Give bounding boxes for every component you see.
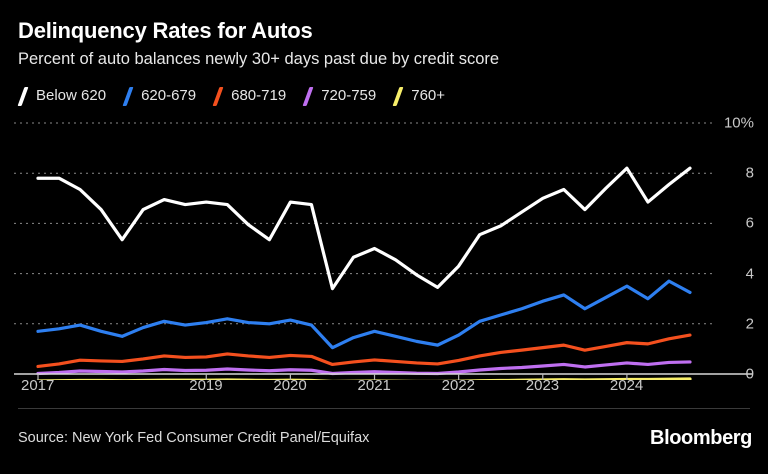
y-axis-tick-label: 4	[745, 265, 754, 283]
chart-footer: Source: New York Fed Consumer Credit Pan…	[0, 408, 768, 474]
slash-swatch-icon	[301, 88, 315, 104]
axis-group	[14, 373, 752, 380]
legend-item-label: 620-679	[141, 87, 197, 104]
series-group	[36, 166, 692, 380]
slash-swatch-icon	[391, 88, 405, 104]
legend-item-label: 760+	[411, 87, 446, 104]
chart-header: Delinquency Rates for Autos Percent of a…	[18, 18, 750, 70]
y-axis-tick-label: 2	[745, 315, 754, 333]
chart-legend: Below 620 620-679 680-719 720-759 760+	[16, 88, 445, 104]
x-axis-tick-label: 2017	[21, 377, 55, 394]
slash-swatch-icon	[16, 88, 30, 104]
legend-item-680-719[interactable]: 680-719	[211, 88, 286, 104]
x-axis-tick-label: 2023	[525, 377, 560, 394]
slash-swatch-icon	[211, 88, 225, 104]
legend-item-label: 680-719	[231, 87, 287, 104]
x-axis-tick-label: 2020	[273, 377, 307, 394]
bloomberg-logo: Bloomberg	[650, 427, 752, 449]
slash-swatch-icon	[121, 88, 135, 104]
x-axis-tick-label: 2022	[441, 377, 476, 394]
y-axis-tick-label: 8	[745, 164, 754, 182]
legend-item-620-679[interactable]: 620-679	[121, 88, 196, 104]
series-line-680-719	[36, 333, 692, 369]
legend-item-label: 720-759	[321, 87, 377, 104]
line-chart-svg	[14, 122, 752, 380]
series-line-below-620	[36, 166, 692, 291]
x-axis-tick-label: 2024	[609, 377, 644, 394]
chart-subtitle: Percent of auto balances newly 30+ days …	[18, 50, 500, 68]
y-axis-tick-label: 0	[745, 365, 754, 383]
legend-item-below-620[interactable]: Below 620	[16, 88, 106, 104]
x-axis-tick-label: 2019	[189, 377, 223, 394]
series-line-620-679	[36, 279, 692, 350]
legend-item-720-759[interactable]: 720-759	[301, 88, 376, 104]
series-line-760	[36, 377, 692, 380]
legend-item-label: Below 620	[36, 87, 107, 104]
gridlines-group	[14, 122, 712, 325]
footer-divider	[18, 408, 750, 409]
x-axis-tick-label: 2021	[357, 377, 391, 394]
legend-item-760[interactable]: 760+	[391, 88, 445, 104]
y-axis-tick-label: 6	[745, 214, 754, 232]
series-line-720-759	[36, 360, 692, 376]
source-note: Source: New York Fed Consumer Credit Pan…	[18, 430, 370, 446]
y-axis-tick-label: 10%	[723, 114, 754, 132]
page-title: Delinquency Rates for Autos	[18, 18, 313, 43]
chart-plot-area	[0, 110, 768, 380]
